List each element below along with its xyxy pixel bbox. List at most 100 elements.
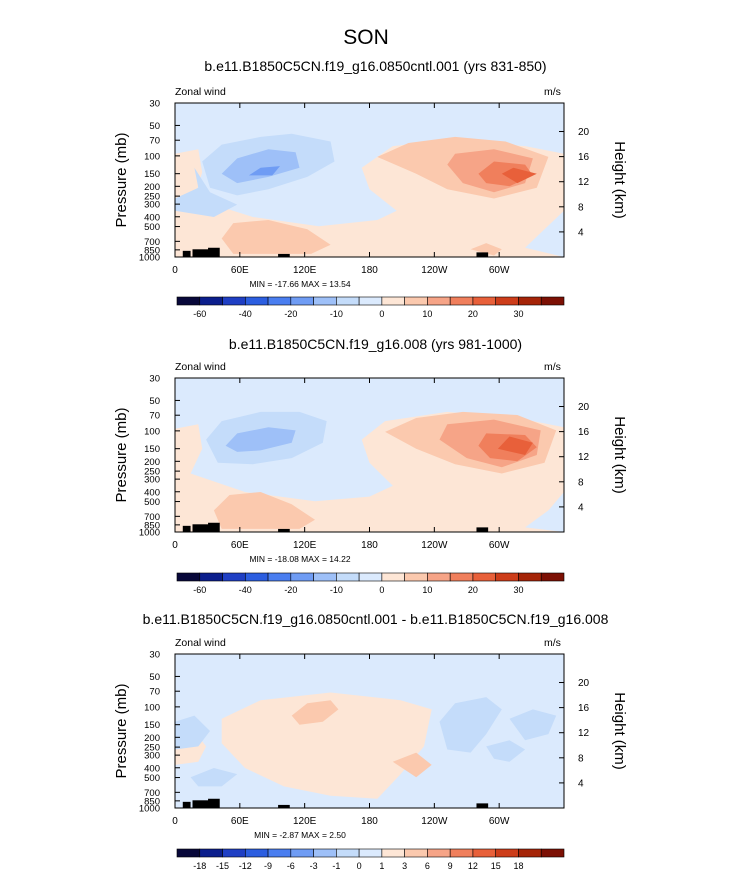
colorbar-label: 0 <box>379 585 384 595</box>
y-tick-label: 500 <box>144 773 160 784</box>
panel-1: b.e11.B1850C5CN.f19_g16.0850cntl.001 (yr… <box>113 58 628 319</box>
y-tick-label: 700 <box>144 237 160 248</box>
stats-label: MIN = -17.66 MAX = 13.54 <box>249 279 350 289</box>
colorbar-swatch <box>267 848 292 858</box>
y2-tick-label: 4 <box>578 778 584 789</box>
panel-title: b.e11.B1850C5CN.f19_g16.0850cntl.001 - b… <box>143 611 609 627</box>
colorbar-swatch <box>290 848 314 858</box>
topography <box>192 524 212 532</box>
right-label: m/s <box>544 361 561 373</box>
figure-title: SON <box>343 26 389 49</box>
x-tick-label: 60E <box>231 540 249 551</box>
y-tick-label: 200 <box>144 733 160 744</box>
colorbar-swatch <box>336 848 360 858</box>
y2-tick-label: 20 <box>578 678 590 689</box>
colorbar-label: 12 <box>468 861 478 871</box>
panel-title: b.e11.B1850C5CN.f19_g16.0850cntl.001 (yr… <box>204 58 546 74</box>
left-label: Zonal wind <box>175 637 226 649</box>
colorbar-swatch <box>540 848 565 858</box>
y-tick-label: 250 <box>144 467 160 478</box>
colorbar-swatch <box>313 848 337 858</box>
colorbar-swatch <box>518 296 542 306</box>
colorbar: -60 -40 -20 -10 0 10 20 30 <box>176 296 565 319</box>
x-tick-label: 60E <box>231 265 249 276</box>
y2-axis-title: Height (km) <box>611 141 628 219</box>
x-tick-label: 120E <box>293 265 317 276</box>
y2-tick-label: 20 <box>578 402 590 413</box>
panel-title: b.e11.B1850C5CN.f19_g16.008 (yrs 981-100… <box>229 336 522 352</box>
y-tick-label: 70 <box>149 411 160 422</box>
colorbar-swatch <box>358 296 383 306</box>
y-tick-label: 850 <box>144 796 160 807</box>
colorbar-swatch <box>427 848 451 858</box>
colorbar-swatch <box>381 296 405 306</box>
contour-region <box>486 740 526 762</box>
colorbar-swatch <box>427 296 451 306</box>
y-tick-label: 70 <box>149 687 160 698</box>
colorbar-label: -20 <box>284 585 297 595</box>
topography <box>208 247 220 257</box>
colorbar-label: -40 <box>239 309 252 319</box>
colorbar-label: 6 <box>425 861 430 871</box>
y-tick-label: 250 <box>144 192 160 203</box>
colorbar-swatch <box>199 296 223 306</box>
y2-tick-label: 12 <box>578 177 590 188</box>
panel-3: b.e11.B1850C5CN.f19_g16.0850cntl.001 - b… <box>113 611 628 871</box>
y-tick-label: 30 <box>149 650 160 661</box>
y-tick-label: 30 <box>149 374 160 385</box>
colorbar-label: 20 <box>468 309 478 319</box>
topography <box>476 803 489 808</box>
x-tick-label: 180 <box>361 540 378 551</box>
colorbar-label: 10 <box>422 309 432 319</box>
y2-axis-title: Height (km) <box>611 416 628 494</box>
topography <box>278 253 290 257</box>
colorbar-swatch <box>381 848 405 858</box>
y-axis-title: Pressure (mb) <box>113 132 130 227</box>
colorbar-swatch <box>381 572 405 582</box>
y-tick-label: 500 <box>144 497 160 508</box>
colorbar-label: 20 <box>468 585 478 595</box>
y-tick-label: 400 <box>144 212 160 223</box>
x-tick-label: 0 <box>172 265 178 276</box>
colorbar-swatch <box>404 296 428 306</box>
contour-region <box>175 167 238 217</box>
contour-region <box>439 697 502 753</box>
y-tick-label: 70 <box>149 136 160 147</box>
left-label: Zonal wind <box>175 86 226 98</box>
y2-tick-label: 12 <box>578 728 590 739</box>
x-tick-label: 0 <box>172 816 178 827</box>
colorbar-label: -3 <box>310 861 318 871</box>
y-axis-title: Pressure (mb) <box>113 407 130 502</box>
contour-region <box>509 709 557 741</box>
x-tick-label: 0 <box>172 540 178 551</box>
colorbar-label: -10 <box>330 309 343 319</box>
topography <box>192 800 212 808</box>
colorbar-swatch <box>267 296 292 306</box>
colorbar-swatch <box>472 296 497 306</box>
colorbar-swatch <box>404 848 428 858</box>
colorbar-swatch <box>199 572 223 582</box>
y-tick-label: 200 <box>144 457 160 468</box>
colorbar-swatch <box>244 572 269 582</box>
colorbar-swatch <box>336 572 360 582</box>
colorbar-label: 0 <box>379 309 384 319</box>
contour-region <box>248 166 280 176</box>
colorbar-label: -18 <box>193 861 206 871</box>
topography <box>208 522 220 532</box>
y2-tick-label: 16 <box>578 427 590 438</box>
left-label: Zonal wind <box>175 361 226 373</box>
y-tick-label: 100 <box>144 426 160 437</box>
stats-label: MIN = -2.87 MAX = 2.50 <box>254 830 346 840</box>
stats-label: MIN = -18.08 MAX = 14.22 <box>249 554 350 564</box>
colorbar-swatch <box>290 572 314 582</box>
contour-region <box>470 243 502 256</box>
y2-tick-label: 20 <box>578 127 590 138</box>
contour-region <box>501 167 537 184</box>
y2-tick-label: 4 <box>578 227 584 238</box>
colorbar-label: -1 <box>332 861 340 871</box>
colorbar-swatch <box>244 296 269 306</box>
colorbar-swatch <box>222 296 246 306</box>
colorbar-label: -10 <box>330 585 343 595</box>
y-tick-label: 500 <box>144 222 160 233</box>
